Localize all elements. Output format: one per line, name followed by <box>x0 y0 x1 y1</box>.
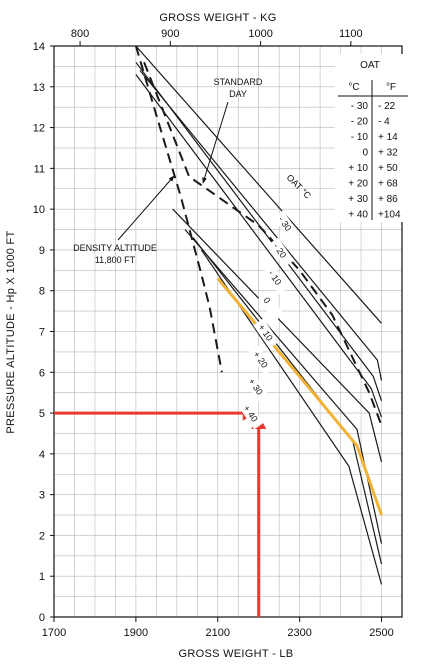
oat-table-cell-c: + 40 <box>348 210 368 221</box>
oat-table-cell-f: +104 <box>378 210 401 221</box>
curve-label-bg <box>243 372 270 403</box>
oat-table-cell-f: + 50 <box>378 163 398 174</box>
oat-curve <box>135 74 383 418</box>
curve-label: 0 <box>261 295 272 305</box>
standard-day-label-1: STANDARD <box>214 77 263 87</box>
x-tick-label: 2500 <box>369 627 393 639</box>
y-tick-label: 5 <box>39 408 45 420</box>
oat-table-cell-c: + 10 <box>348 163 368 174</box>
oat-table-cell-f: - 22 <box>378 101 396 112</box>
y-tick-label: 9 <box>39 245 45 257</box>
oat-curve <box>172 208 383 463</box>
oat-curve-label: OAT °C <box>285 172 314 201</box>
boundary-dashed-line <box>134 45 223 373</box>
oat-table-cell-c: - 30 <box>351 101 369 112</box>
oat-table-cell-c: - 20 <box>351 117 369 128</box>
oat-curve <box>135 61 383 401</box>
oat-table-cell-f: - 4 <box>378 117 390 128</box>
x-tick-label: 2100 <box>206 627 230 639</box>
y-tick-label: 6 <box>39 367 45 379</box>
x-tick-label: 1700 <box>42 627 66 639</box>
x-tick-label: 2300 <box>287 627 311 639</box>
density-altitude-pointer <box>117 175 175 241</box>
curve-label-bg <box>273 210 300 241</box>
oat-table-bg <box>335 54 427 222</box>
standard-day-dashed-line <box>143 61 383 426</box>
y-tick-label: 4 <box>39 449 45 461</box>
y-tick-label: 0 <box>39 612 45 624</box>
oat-table-cell-c: + 20 <box>348 179 368 190</box>
x2-tick-label: 1000 <box>248 28 272 40</box>
oat-curve <box>139 70 383 381</box>
y-tick-label: 10 <box>33 204 45 216</box>
curve-label-bg <box>238 399 265 430</box>
oat-curves <box>54 45 383 617</box>
oat-table-cell-c: 0 <box>362 148 368 159</box>
y-tick-label: 11 <box>34 163 45 175</box>
oat-table-cell-f: + 14 <box>378 132 398 143</box>
y-tick-label: 8 <box>39 286 45 298</box>
oat-table-header-f: °F <box>386 82 396 93</box>
x2-tick-label: 900 <box>161 28 179 40</box>
curve-label-bg <box>258 291 285 322</box>
x-tick-label: 1900 <box>124 627 148 639</box>
x2-axis-title: GROSS WEIGHT - KG <box>159 12 276 24</box>
y-tick-label: 13 <box>33 82 45 94</box>
y-tick-label: 14 <box>33 41 45 53</box>
oat-table-cell-c: + 30 <box>348 194 368 205</box>
oat-curve <box>184 229 383 544</box>
y-tick-label: 3 <box>39 490 45 502</box>
standard-day-label-2: DAY <box>229 89 247 99</box>
y-tick-label: 12 <box>33 123 45 135</box>
oat-table-cell-c: - 10 <box>351 132 369 143</box>
oat-curve <box>135 45 382 324</box>
oat-curve <box>200 249 383 585</box>
y-tick-label: 1 <box>39 571 45 583</box>
oat-table-cell-f: + 68 <box>378 179 398 190</box>
oat-table: OAT °C °F - 30 - 22 - 20 - 4 - 10 + 14 0 + 32 + … <box>335 54 427 222</box>
density-altitude-label-2: 11,800 FT <box>95 255 136 265</box>
y-axis-title: PRESSURE ALTITUDE - Hp X 1000 FT <box>5 230 17 433</box>
oat-table-cell-f: + 32 <box>378 148 398 159</box>
y-tick-label: 2 <box>39 530 45 542</box>
standard-day-pointer <box>202 101 229 184</box>
curve-label-bg <box>253 318 280 349</box>
x-axis-title: GROSS WEIGHT - LB <box>179 648 294 660</box>
curve-labels: - 30- 20- 100+ 10+ 20+ 30+ 40 <box>238 210 300 430</box>
oat-table-cell-f: + 86 <box>378 194 398 205</box>
curve-label-bg <box>263 264 290 295</box>
oat-table-title: OAT <box>360 60 380 71</box>
x2-tick-label: 1100 <box>339 28 363 40</box>
density-altitude-label-1: DENSITY ALTITUDE <box>73 243 157 253</box>
oat-table-rows: - 30 - 22 - 20 - 4 - 10 + 14 0 + 32 + 10 + 50 + 20… <box>348 101 401 221</box>
curve-label-bg <box>248 345 275 376</box>
x2-tick-label: 800 <box>71 28 89 40</box>
oat-table-header-c: °C <box>348 82 359 93</box>
y-tick-label: 7 <box>39 327 45 339</box>
curve-label-bg <box>268 237 295 268</box>
